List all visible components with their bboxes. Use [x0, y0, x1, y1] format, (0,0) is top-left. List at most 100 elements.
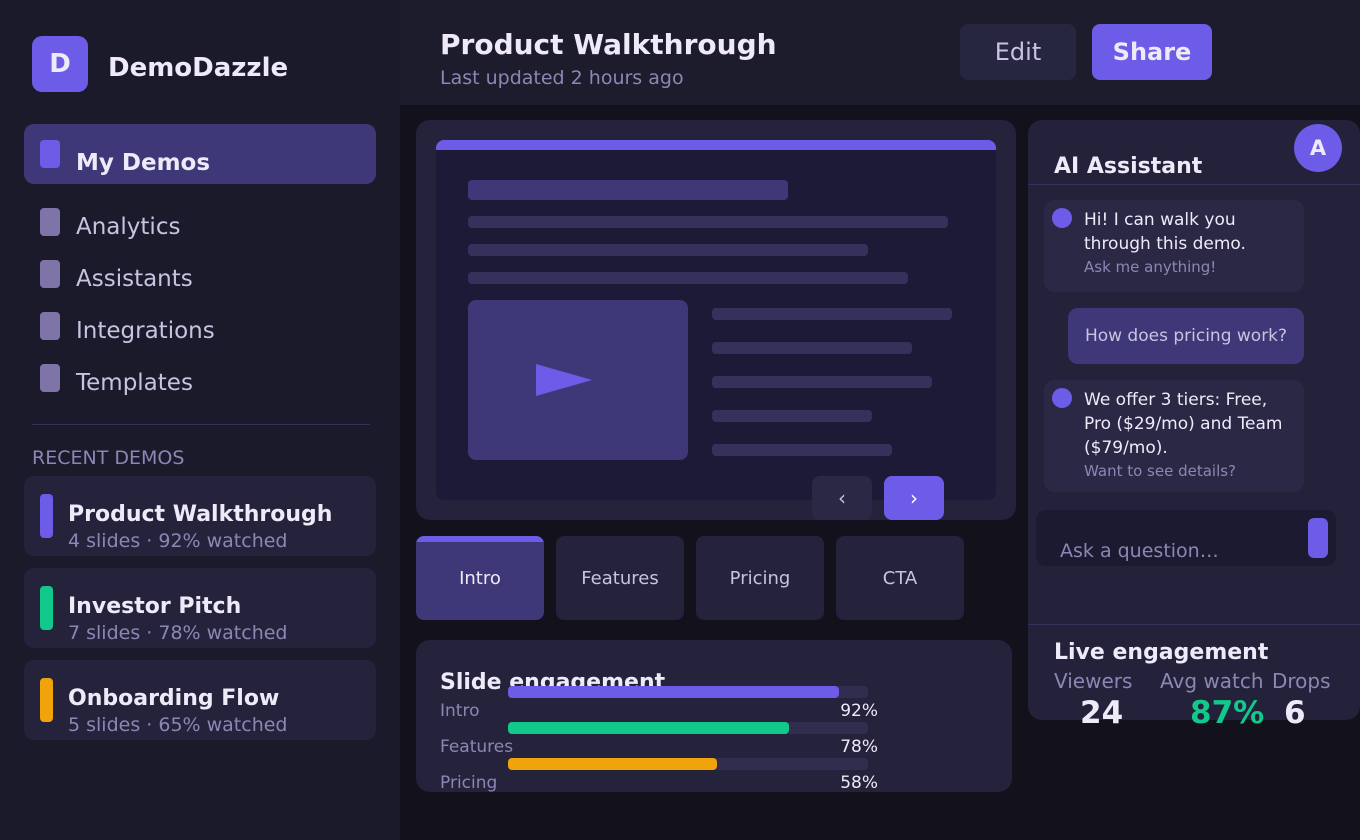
tab[interactable]: Pricing	[696, 536, 824, 620]
demo-meta: 7 slides · 78% watched	[68, 622, 288, 644]
brand-name: DemoDazzle	[108, 53, 289, 83]
share-button[interactable]: Share	[1092, 24, 1212, 80]
demo-meta: 4 slides · 92% watched	[68, 530, 288, 552]
bot-message: We offer 3 tiers: Free, Pro ($29/mo) and…	[1044, 380, 1304, 492]
stat-value: 24	[1080, 695, 1124, 731]
stat-label: Viewers	[1054, 669, 1133, 693]
user-message: How does pricing work?	[1068, 308, 1304, 364]
nav-label: Templates	[76, 370, 193, 396]
nav-label: Analytics	[76, 214, 181, 240]
stat-label: Drops	[1272, 669, 1331, 693]
prev-button[interactable]: ‹	[812, 476, 872, 520]
placeholder-line	[712, 308, 952, 320]
row-value: 78%	[840, 737, 878, 757]
bot-message: Hi! I can walk you through this demo. As…	[1044, 200, 1304, 292]
stat-label: Avg watch	[1160, 669, 1264, 693]
section-heading: RECENT DEMOS	[32, 447, 185, 469]
slide-topbar	[436, 140, 996, 150]
tab-label: Features	[581, 567, 659, 589]
assistant-title: AI Assistant	[1054, 154, 1203, 179]
slide-canvas	[436, 140, 996, 500]
nav-item[interactable]: My Demos	[24, 124, 376, 184]
nav-label: Integrations	[76, 318, 215, 344]
input-placeholder: Ask a question…	[1060, 540, 1219, 562]
tab[interactable]: Intro	[416, 536, 544, 620]
page-subtitle: Last updated 2 hours ago	[440, 67, 684, 89]
recent-demo-card[interactable]: Onboarding Flow 5 slides · 65% watched	[24, 660, 376, 740]
message-text: Hi! I can walk you through this demo.	[1084, 210, 1246, 254]
divider	[1028, 624, 1360, 625]
placeholder-line	[468, 272, 908, 284]
chat-input[interactable]: Ask a question…	[1036, 510, 1336, 566]
bot-dot	[1052, 208, 1072, 228]
nav-icon	[40, 364, 60, 392]
play-icon	[536, 364, 592, 396]
bar-track	[508, 686, 868, 698]
tab[interactable]: CTA	[836, 536, 964, 620]
bot-dot	[1052, 388, 1072, 408]
tab[interactable]: Features	[556, 536, 684, 620]
nav-label: Assistants	[76, 266, 193, 292]
demo-title: Product Walkthrough	[68, 502, 333, 527]
message-text: We offer 3 tiers: Free, Pro ($29/mo) and…	[1084, 390, 1283, 458]
bar-track	[508, 722, 868, 734]
color-indicator	[40, 586, 53, 630]
nav-item[interactable]: Integrations	[24, 308, 376, 352]
tab-label: CTA	[882, 567, 918, 589]
divider	[1028, 184, 1360, 185]
tab-label: Intro	[459, 567, 501, 589]
message-note: Ask me anything!	[1084, 258, 1217, 276]
color-indicator	[40, 678, 53, 722]
video-placeholder	[468, 300, 688, 460]
bar-track	[508, 758, 868, 770]
demo-title: Investor Pitch	[68, 594, 242, 619]
engagement-card: Slide engagement Intro 92% Features 78% Pric…	[416, 640, 1012, 792]
bar	[508, 686, 840, 698]
placeholder-line	[712, 410, 872, 422]
nav-item[interactable]: Assistants	[24, 256, 376, 300]
send-button[interactable]	[1308, 518, 1328, 558]
nav-icon	[40, 312, 60, 340]
nav-icon	[40, 140, 60, 168]
placeholder-line	[712, 376, 932, 388]
placeholder-line	[468, 216, 948, 228]
placeholder-line	[712, 444, 892, 456]
bar	[508, 758, 717, 770]
header: Product Walkthrough Last updated 2 hours…	[400, 0, 1360, 105]
row-label: Pricing	[440, 773, 498, 792]
placeholder-line	[468, 244, 868, 256]
logo: D	[32, 36, 88, 92]
nav-item[interactable]: Analytics	[24, 204, 376, 248]
divider	[32, 424, 370, 425]
demo-title: Onboarding Flow	[68, 686, 280, 711]
nav-label: My Demos	[76, 150, 211, 176]
recent-demo-card[interactable]: Investor Pitch 7 slides · 78% watched	[24, 568, 376, 648]
row-value: 92%	[840, 701, 878, 721]
nav-item[interactable]: Templates	[24, 360, 376, 404]
row-label: Intro	[440, 701, 480, 721]
row-value: 58%	[840, 773, 878, 792]
nav-icon	[40, 208, 60, 236]
stat-value: 87%	[1190, 695, 1265, 731]
page-title: Product Walkthrough	[440, 28, 777, 61]
recent-demo-card[interactable]: Product Walkthrough 4 slides · 92% watche…	[24, 476, 376, 556]
placeholder-line	[712, 342, 912, 354]
color-indicator	[40, 494, 53, 538]
message-note: Want to see details?	[1084, 462, 1237, 480]
slide-preview: ‹ ›	[416, 120, 1016, 520]
sidebar: D DemoDazzle My Demos Analytics Assistan…	[0, 0, 400, 840]
assistant-panel: AI Assistant A Hi! I can walk you throug…	[1028, 120, 1360, 729]
avatar: A	[1294, 124, 1342, 172]
live-title: Live engagement	[1054, 640, 1269, 665]
demo-meta: 5 slides · 65% watched	[68, 714, 288, 736]
bar	[508, 722, 789, 734]
nav-icon	[40, 260, 60, 288]
edit-button[interactable]: Edit	[960, 24, 1076, 80]
tab-indicator	[416, 536, 544, 542]
tab-label: Pricing	[729, 567, 791, 589]
stat-value: 6	[1284, 695, 1306, 731]
placeholder-heading	[468, 180, 788, 200]
next-button[interactable]: ›	[884, 476, 944, 520]
row-label: Features	[440, 737, 514, 757]
